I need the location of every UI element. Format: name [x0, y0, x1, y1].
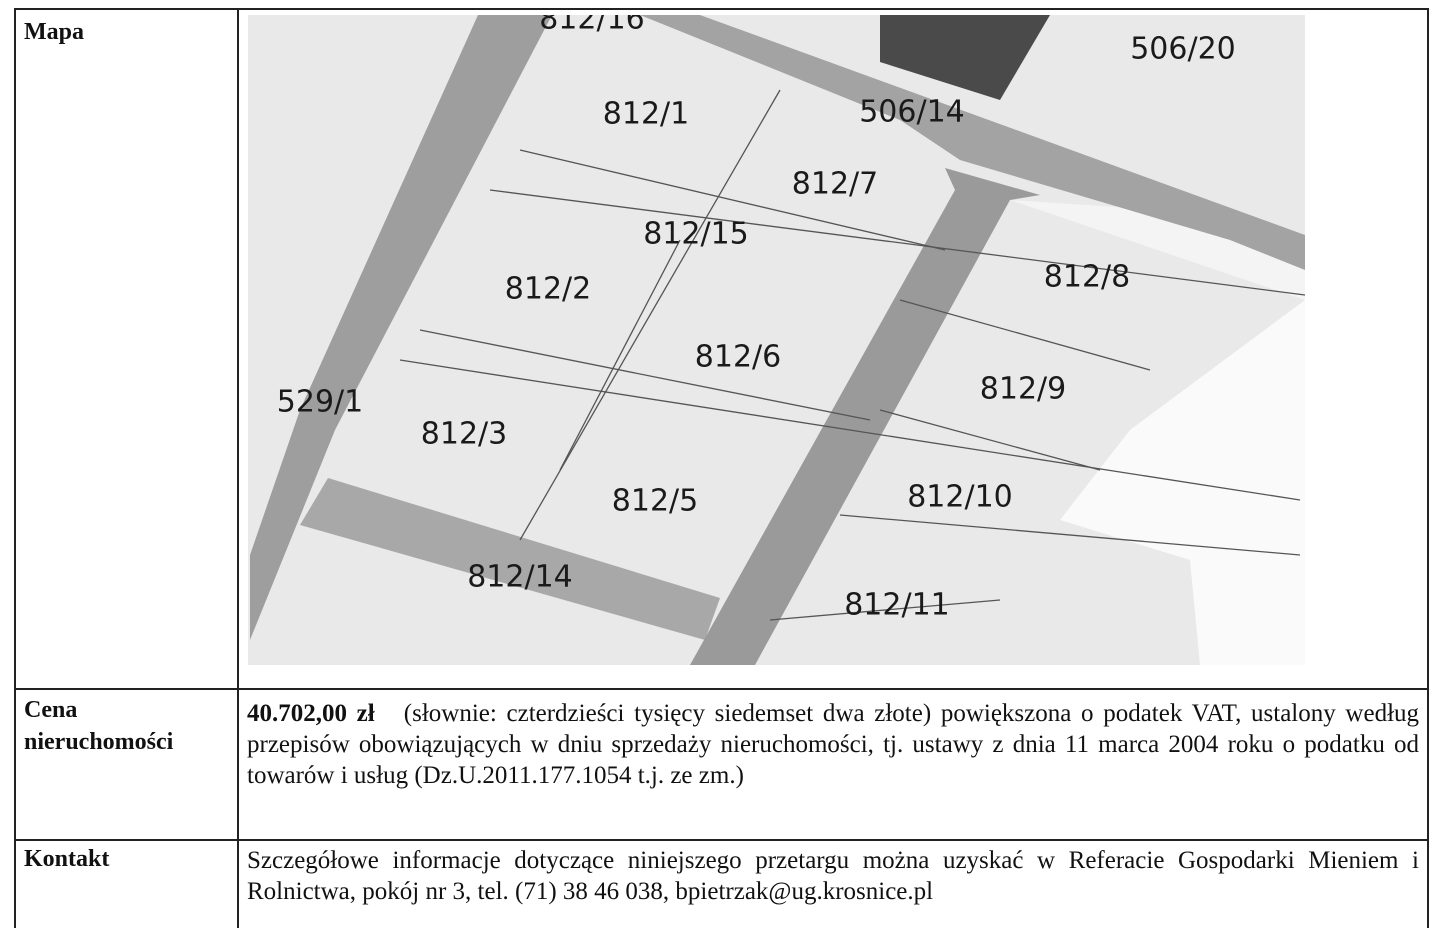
row-text: 40.702,00 zł (słownie: czterdzieści tysi…	[247, 698, 1419, 791]
parcel-label: 812/16	[539, 15, 645, 37]
map: 812/16 506/20 812/1 506/14 812/7 812/15 812/2 8…	[248, 15, 1305, 665]
parcel-label: 812/7	[792, 167, 878, 202]
parcel-lines	[399, 89, 1305, 621]
parcel-label: 529/1	[277, 385, 363, 420]
road	[300, 478, 720, 640]
parcel-label: 812/14	[467, 560, 573, 595]
road	[640, 15, 1305, 270]
parcel-label: 812/5	[612, 484, 698, 519]
price-text: (słownie: czterdzieści tysięcy siedemset…	[247, 700, 1420, 789]
road	[690, 168, 1040, 665]
border	[14, 688, 1429, 690]
border	[14, 8, 16, 928]
parcel-label: 812/6	[695, 340, 781, 375]
dark-block	[880, 15, 1050, 100]
border	[237, 8, 239, 928]
row-label: Cena nieruchomości	[24, 697, 174, 755]
parcel-label: 506/20	[1130, 32, 1236, 67]
border	[1427, 8, 1429, 928]
parcel-label: 812/9	[980, 372, 1066, 407]
parcel-label: 812/8	[1044, 260, 1130, 295]
parcel-label: 812/3	[421, 417, 507, 452]
parcel-label: 812/10	[907, 480, 1013, 515]
parcel-label: 812/2	[505, 272, 591, 307]
parcel-label: 812/1	[603, 97, 689, 132]
row-label: Mapa	[24, 19, 84, 45]
parcel-label: 812/11	[844, 588, 950, 623]
parcel-label: 506/14	[859, 95, 965, 130]
border	[14, 8, 1429, 10]
white-area	[1060, 300, 1305, 665]
row-label: Kontakt	[24, 846, 110, 872]
price: 40.702,00 zł	[247, 700, 375, 727]
row-text: Szczegółowe informacje dotyczące niniejs…	[247, 847, 1419, 905]
border	[14, 839, 1429, 841]
parcel-label: 812/15	[643, 217, 749, 252]
